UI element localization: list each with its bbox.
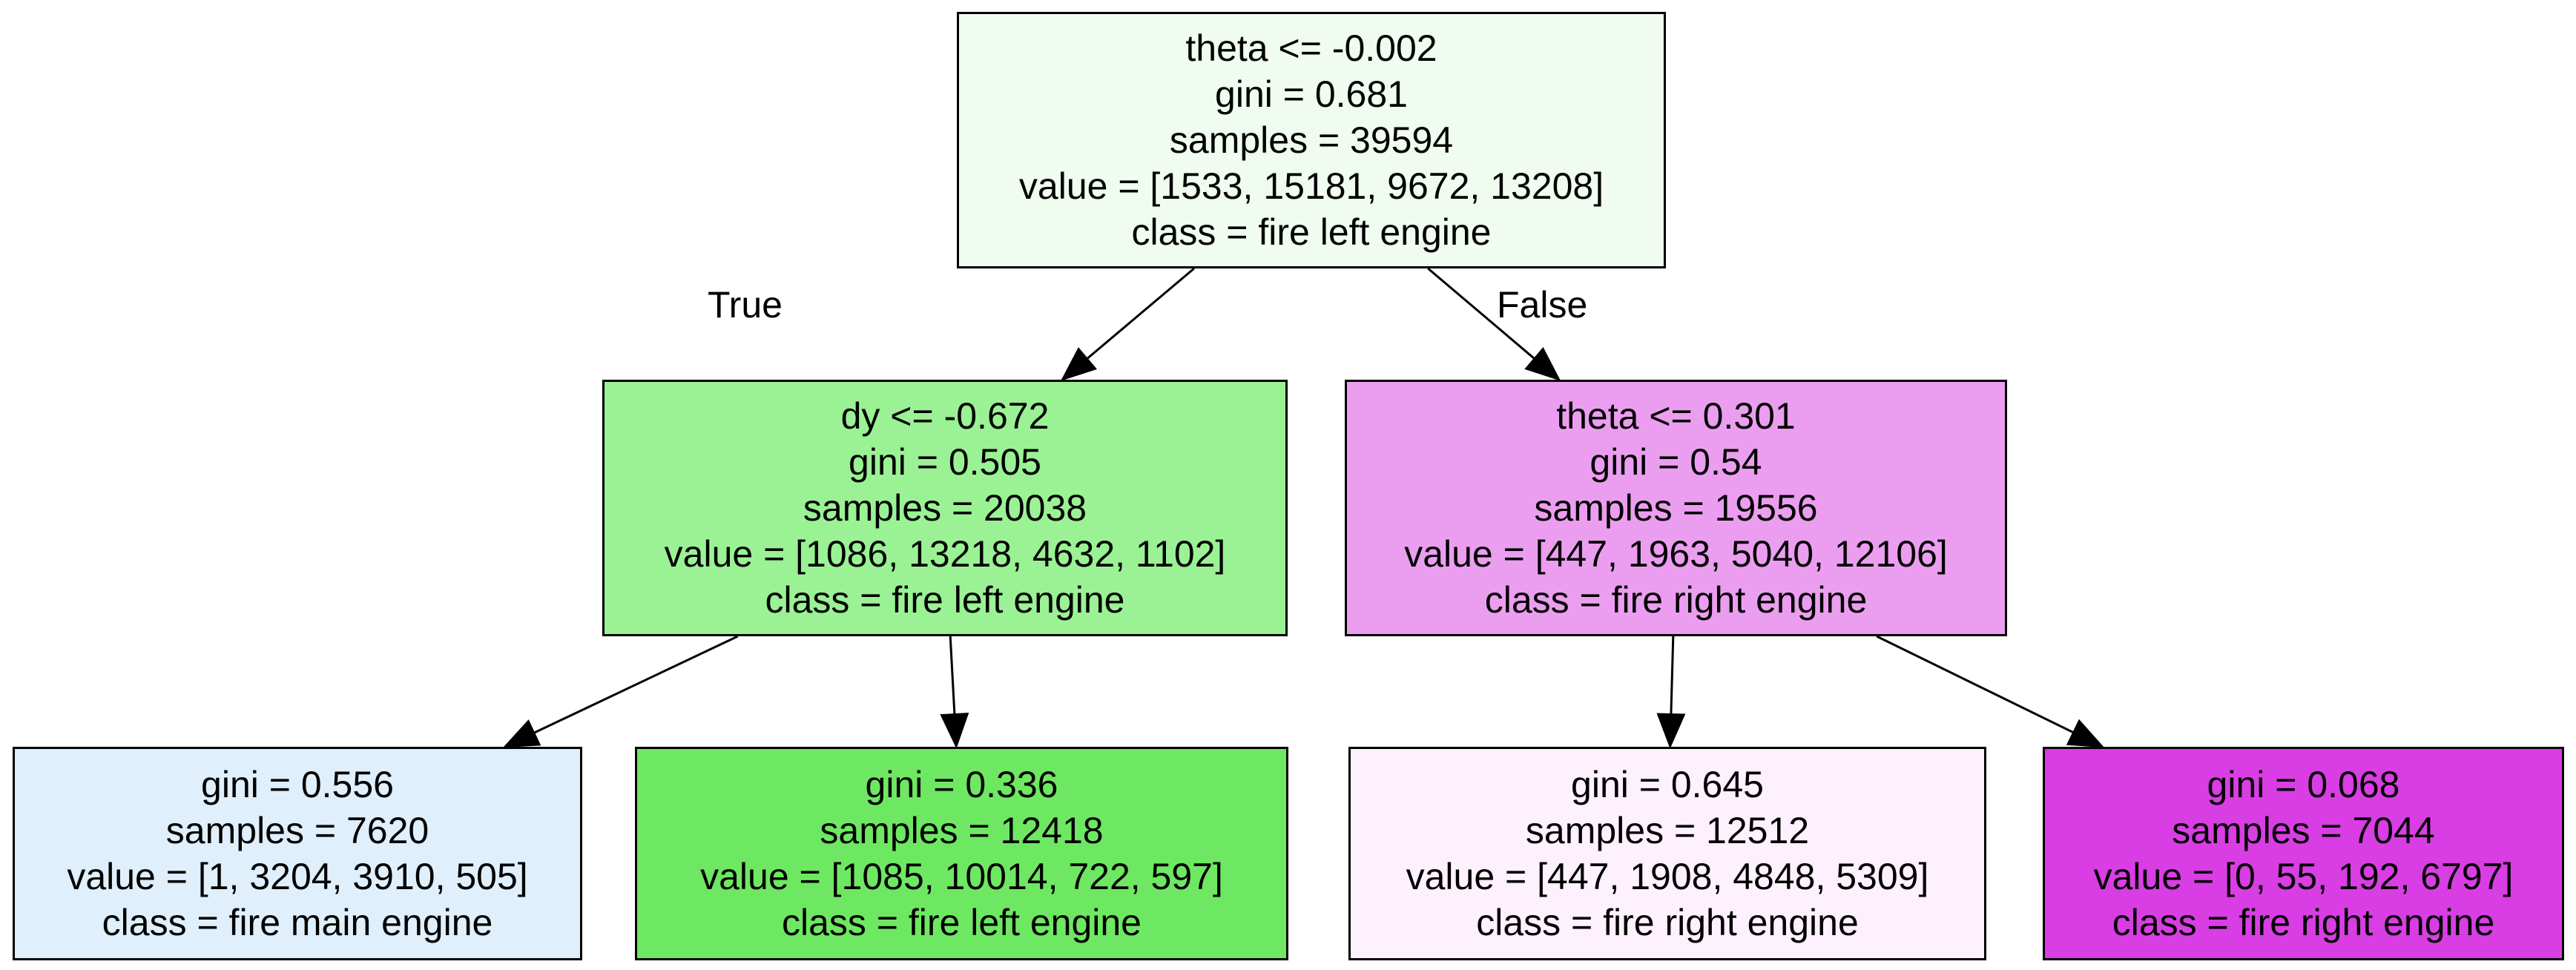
edge-node-2-node-5 <box>1670 636 1675 715</box>
node-line: class = fire right engine <box>1484 579 1868 621</box>
node-line: theta <= 0.301 <box>1556 395 1796 437</box>
node-line: gini = 0.681 <box>1215 73 1408 115</box>
node-line: class = fire left engine <box>765 579 1125 621</box>
node-line: samples = 20038 <box>803 487 1087 529</box>
node-2: theta <= 0.301 gini = 0.54 samples = 19556… <box>1345 380 2007 636</box>
edge-node-0-node-1 <box>1086 267 1195 360</box>
node-line: class = fire right engine <box>1476 902 1859 943</box>
node-1: dy <= -0.672 gini = 0.505 samples = 20038 v… <box>602 380 1288 636</box>
node-line: value = [1, 3204, 3910, 505] <box>67 856 528 897</box>
node-3: gini = 0.556 samples = 7620 value = [1, 32… <box>13 747 582 960</box>
node-line: gini = 0.068 <box>2207 764 2400 805</box>
node-0: theta <= -0.002 gini = 0.681 samples = 395… <box>957 12 1666 268</box>
node-line: class = fire main engine <box>102 902 493 943</box>
node-4: gini = 0.336 samples = 12418 value = [1085… <box>635 747 1288 960</box>
node-line: samples = 12512 <box>1525 810 1810 851</box>
edge-node-1-node-4 <box>949 636 956 715</box>
arrowhead-node-2-node-5 <box>1656 713 1686 749</box>
edge-label-false: False <box>1497 284 1588 326</box>
arrowhead-node-1-node-3 <box>502 719 541 748</box>
node-line: value = [447, 1908, 4848, 5309] <box>1406 856 1929 897</box>
node-line: samples = 7620 <box>165 810 429 851</box>
node-line: theta <= -0.002 <box>1185 27 1437 69</box>
node-line: class = fire left engine <box>1131 211 1492 253</box>
node-line: value = [0, 55, 192, 6797] <box>2093 856 2514 897</box>
node-line: class = fire right engine <box>2112 902 2495 943</box>
node-line: samples = 19556 <box>1534 487 1818 529</box>
edge-node-1-node-3 <box>533 635 739 734</box>
edge-node-0-node-2 <box>1427 267 1535 360</box>
node-line: samples = 12418 <box>820 810 1104 851</box>
node-5: gini = 0.645 samples = 12512 value = [447,… <box>1348 747 1986 960</box>
node-line: gini = 0.54 <box>1590 441 1762 483</box>
edge-node-2-node-6 <box>1876 635 2074 734</box>
node-line: dy <= -0.672 <box>840 395 1050 437</box>
node-line: gini = 0.336 <box>865 764 1058 805</box>
node-line: gini = 0.556 <box>201 764 394 805</box>
node-line: gini = 0.505 <box>849 441 1041 483</box>
node-line: class = fire left engine <box>782 902 1142 943</box>
node-line: samples = 39594 <box>1169 119 1454 161</box>
arrowhead-node-1-node-4 <box>940 713 969 749</box>
node-line: gini = 0.645 <box>1571 764 1764 805</box>
arrowhead-node-0-node-2 <box>1524 347 1561 381</box>
node-line: value = [1085, 10014, 722, 597] <box>700 856 1223 897</box>
edge-label-true: True <box>708 284 783 326</box>
node-line: value = [447, 1963, 5040, 12106] <box>1404 533 1948 575</box>
arrowhead-node-2-node-6 <box>2066 719 2105 748</box>
node-line: value = [1086, 13218, 4632, 1102] <box>664 533 1226 575</box>
node-line: samples = 7044 <box>2172 810 2435 851</box>
node-6: gini = 0.068 samples = 7044 value = [0, 55… <box>2043 747 2564 960</box>
arrowhead-node-0-node-1 <box>1061 347 1098 381</box>
node-line: value = [1533, 15181, 9672, 13208] <box>1018 165 1604 207</box>
